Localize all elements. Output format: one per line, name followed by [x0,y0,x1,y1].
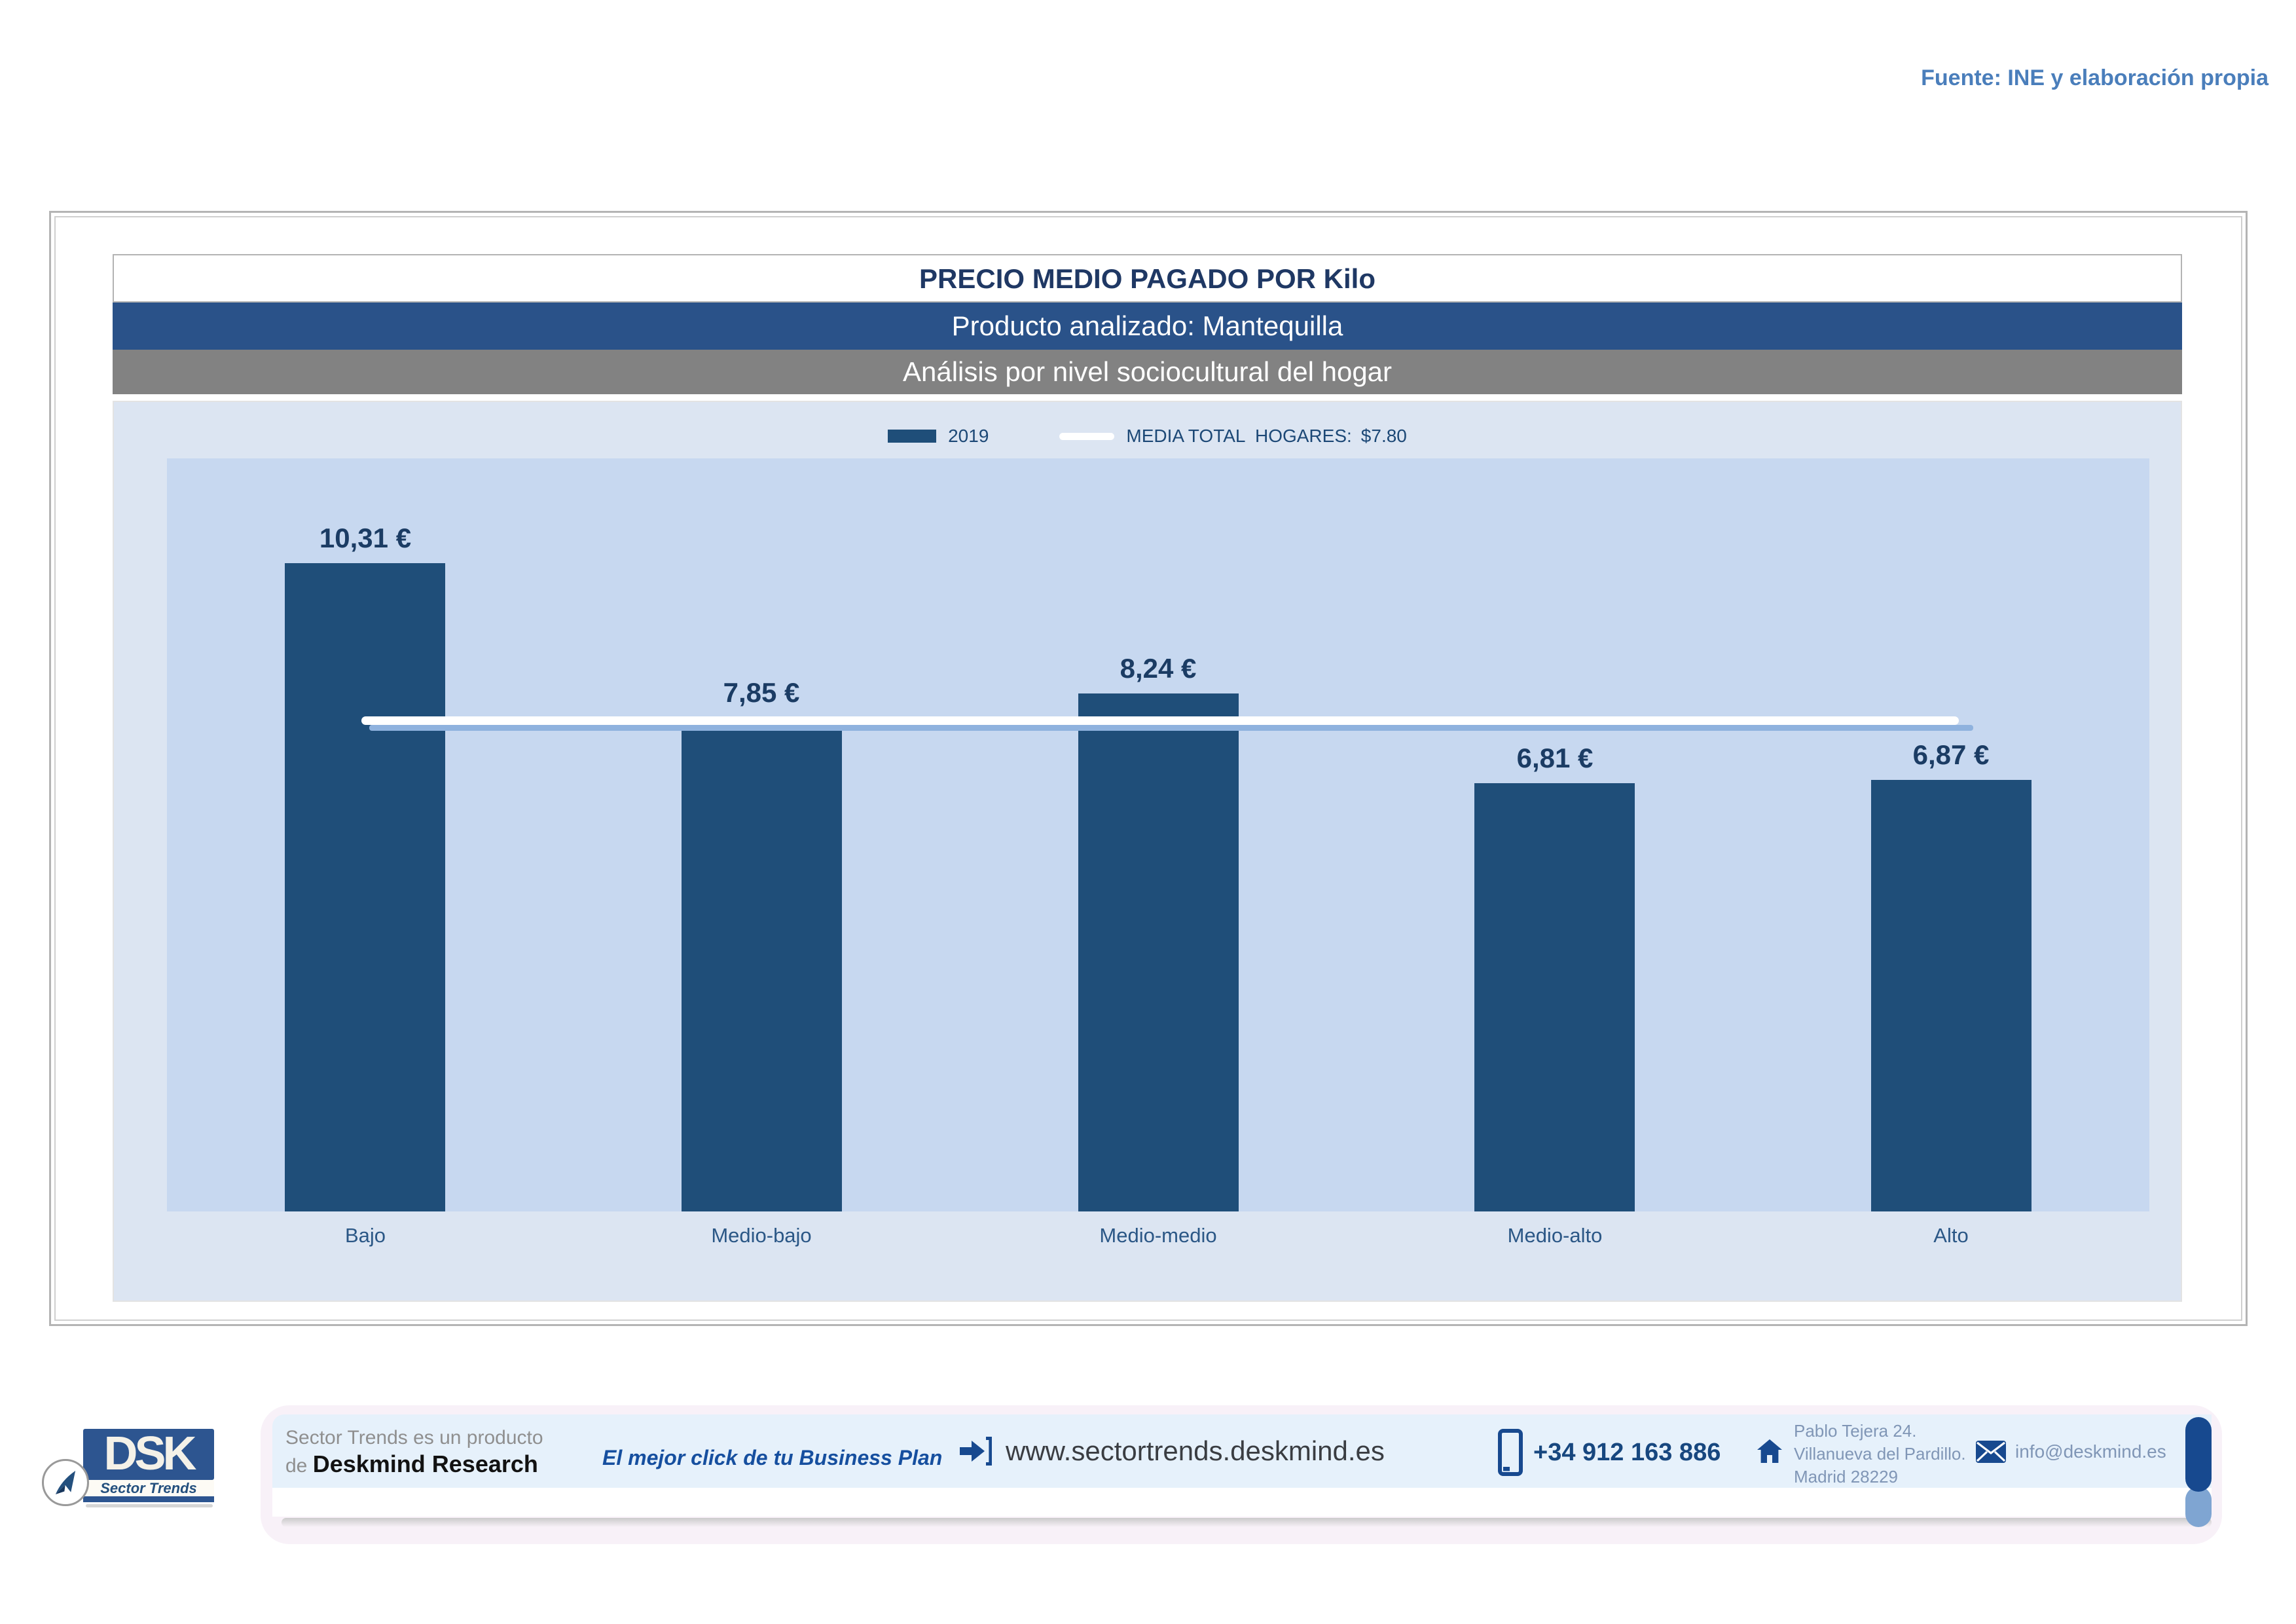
source-note: Fuente: INE y elaboración propia [1921,65,2269,90]
dsk-logo-strip [83,1496,214,1502]
bar-alto [1871,780,2032,1211]
footer-tagline: El mejor click de tu Business Plan [602,1446,943,1469]
plot-area: 10,31 € 7,85 € 8,24 € 6,81 € 6,87 € [167,458,2149,1211]
footer-phone-number: +34 912 163 886 [1533,1438,1721,1466]
footer-address-line2: Villanueva del Pardillo. [1794,1444,1966,1464]
footer-website-group: www.sectortrends.deskmind.es [957,1435,1385,1467]
footer-website-link[interactable]: www.sectortrends.deskmind.es [1006,1435,1385,1466]
footer-white-band [272,1488,2212,1517]
footer-address-line1: Pablo Tejera 24. [1794,1421,1917,1441]
chart-legend: 2019 MEDIA TOTAL HOGARES: $7.80 [114,422,2181,451]
footer-de-prefix: de [285,1455,313,1477]
bar-value-label: 6,87 € [1912,739,1990,770]
legend-bar-swatch [888,430,937,443]
footer-blue-band [272,1414,2212,1488]
bar-medio-bajo [682,718,842,1211]
legend-average-line-swatch [1059,432,1115,440]
footer-company-name: Deskmind Research [312,1450,538,1477]
dsk-logo-shadow [86,1504,213,1507]
footer-product-note-line2: de Deskmind Research [285,1451,543,1479]
footer-email-link[interactable]: info@deskmind.es [2015,1441,2166,1462]
footer-address: Pablo Tejera 24. Villanueva del Pardillo… [1794,1420,1966,1488]
average-line-shadow [369,725,1973,731]
bar-value-label: 7,85 € [723,677,800,708]
dsk-logo-subtitle: Sector Trends [83,1480,214,1496]
chart-subtitle-analysis: Análisis por nivel sociocultural del hog… [113,350,2182,394]
chart-subtitle-product: Producto analizado: Mantequilla [113,303,2182,350]
average-line [361,716,1959,725]
footer-product-note-line1: Sector Trends es un producto [285,1427,543,1449]
legend-media-label: MEDIA TOTAL HOGARES: [1126,426,1352,446]
legend-series-label: 2019 [948,426,989,446]
footer-address-line3: Madrid 28229 [1794,1467,1898,1486]
category-label-medio-bajo: Medio-bajo [711,1224,812,1247]
envelope-icon [1976,1441,2006,1463]
paper-plane-icon [55,1470,76,1495]
legend-media-value: $7.80 [1360,426,1407,446]
category-label-medio-alto: Medio-alto [1507,1224,1603,1247]
bar-value-label: 8,24 € [1120,653,1197,684]
bar-value-label: 6,81 € [1516,743,1594,773]
dsk-logo: DSK [83,1429,214,1480]
footer-address-group: Pablo Tejera 24. Villanueva del Pardillo… [1756,1420,1966,1488]
footer-right-accent-dark [2185,1417,2212,1492]
footer-product-note: Sector Trends es un producto de Deskmind… [285,1425,543,1479]
home-icon [1757,1439,1782,1463]
category-label-alto: Alto [1933,1224,1969,1247]
footer-right-accent-light [2185,1486,2212,1527]
footer-shadow [282,1518,2212,1527]
bar-bajo [285,563,445,1211]
chart-title: PRECIO MEDIO PAGADO POR Kilo [113,254,2182,303]
mobile-phone-icon [1498,1429,1523,1476]
footer-phone-group: +34 912 163 886 [1498,1429,1721,1476]
category-label-medio-medio: Medio-medio [1099,1224,1217,1247]
dsk-logo-badge [42,1459,89,1506]
chart-area: 2019 MEDIA TOTAL HOGARES: $7.80 10,31 € 7… [113,401,2182,1302]
bar-medio-alto [1474,783,1635,1211]
footer-email-group: info@deskmind.es [1976,1441,2166,1463]
category-axis: Bajo Medio-bajo Medio-medio Medio-alto Alto [167,1224,2149,1250]
category-label-bajo: Bajo [344,1224,386,1247]
report-frame [49,211,2248,1326]
bar-medio-medio [1078,693,1239,1211]
report-frame-inner-line [54,216,2242,1321]
title-block: PRECIO MEDIO PAGADO POR Kilo Producto an… [113,254,2182,394]
bar-value-label: 10,31 € [319,523,412,553]
arrow-right-icon [960,1437,992,1466]
